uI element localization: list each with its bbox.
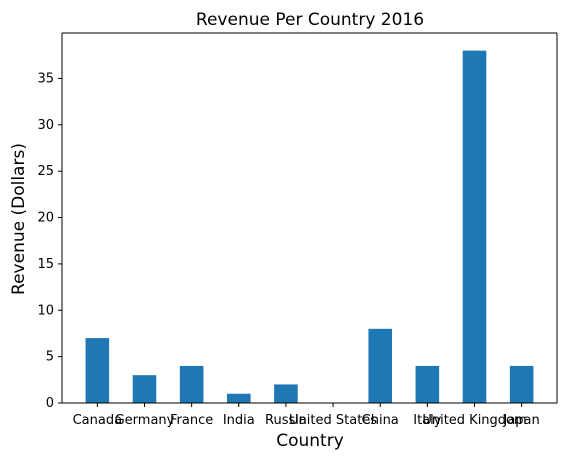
y-tick-label: 15 — [37, 257, 54, 272]
x-tick-label: United Kingdom — [422, 413, 526, 428]
bar — [462, 50, 487, 403]
y-tick-label: 35 — [37, 71, 54, 86]
bar — [509, 365, 534, 403]
bar — [85, 338, 110, 403]
bar — [274, 384, 298, 403]
bar — [368, 328, 392, 403]
bar — [132, 375, 157, 403]
y-tick-label: 30 — [37, 118, 54, 133]
x-tick-label: China — [362, 413, 399, 428]
bar — [415, 365, 440, 403]
chart-title: Revenue Per Country 2016 — [196, 10, 424, 30]
y-tick-label: 10 — [37, 303, 54, 318]
x-tick-label: United States — [289, 413, 377, 428]
y-axis-label: Revenue (Dollars) — [9, 143, 29, 295]
bar — [227, 393, 251, 403]
x-axis-label: Country — [276, 431, 344, 451]
y-tick-label: 5 — [46, 350, 54, 365]
y-tick-label: 20 — [37, 211, 54, 226]
x-tick-label: Canada — [73, 413, 122, 428]
y-tick-label: 0 — [46, 396, 54, 411]
y-tick-label: 25 — [37, 164, 54, 179]
x-tick-label: Germany — [115, 413, 175, 428]
x-tick-label: Japan — [503, 413, 540, 428]
x-tick-label: Russia — [265, 413, 307, 428]
bar — [179, 365, 204, 403]
x-tick-label: Italy — [413, 413, 442, 428]
x-tick-label: France — [170, 413, 213, 428]
x-tick-label: India — [223, 413, 255, 428]
